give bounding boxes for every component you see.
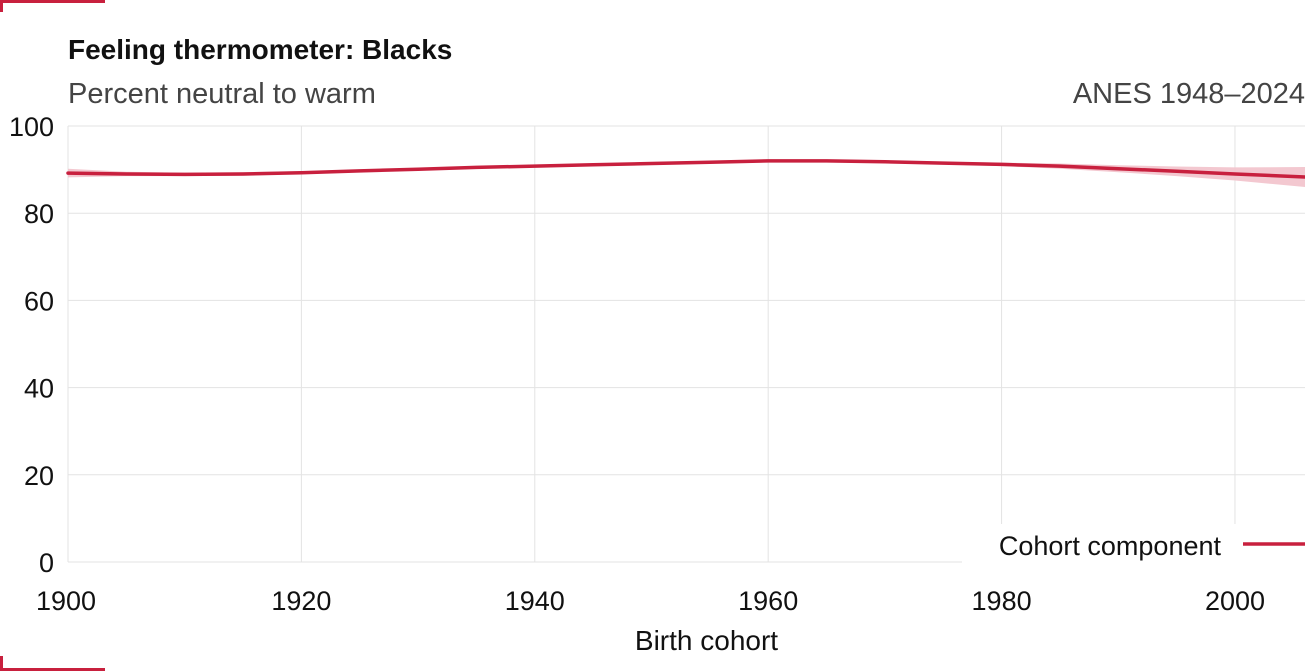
y-tick-label: 40 <box>24 374 54 404</box>
corner-mark-bottom <box>0 668 105 671</box>
x-tick-label: 1920 <box>271 586 331 616</box>
x-tick-label: 2000 <box>1205 586 1265 616</box>
y-tick-label: 20 <box>24 461 54 491</box>
x-tick-label: 1960 <box>738 586 798 616</box>
x-tick-label: 1940 <box>505 586 565 616</box>
x-tick-label: 1980 <box>972 586 1032 616</box>
corner-mark-top <box>0 0 105 3</box>
corner-mark-bottom-stem <box>0 656 3 671</box>
series-line <box>66 159 1305 179</box>
axis-layer: 0 20 40 60 80 100 1900 1920 1940 1960 1980 2000 Birt… <box>9 112 1265 656</box>
line-layer <box>66 159 1305 179</box>
legend-label: Cohort component <box>999 531 1222 561</box>
x-tick-label: 1900 <box>36 586 96 616</box>
y-tick-label: 100 <box>9 112 54 142</box>
y-tick-label: 80 <box>24 199 54 229</box>
corner-mark-top-stem <box>0 0 3 12</box>
legend: Cohort component <box>962 524 1305 570</box>
y-tick-label: 0 <box>39 548 54 578</box>
chart-title: Feeling thermometer: Blacks <box>68 34 453 65</box>
legend-background <box>962 524 1305 570</box>
x-axis-title: Birth cohort <box>635 625 778 656</box>
chart-source: ANES 1948–2024 <box>1072 78 1305 110</box>
chart-subtitle: Percent neutral to warm <box>68 78 376 110</box>
y-tick-label: 60 <box>24 286 54 316</box>
grid-layer <box>67 125 1305 563</box>
